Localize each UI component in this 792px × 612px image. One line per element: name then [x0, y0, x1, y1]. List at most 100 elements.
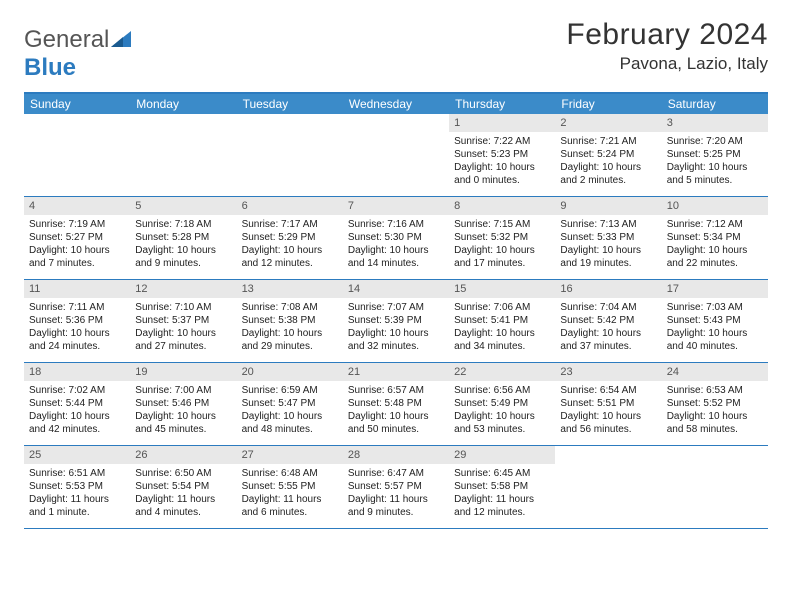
daylight-text: Daylight: 10 hours and 40 minutes. [667, 327, 763, 353]
day-body: Sunrise: 7:04 AMSunset: 5:42 PMDaylight:… [555, 298, 661, 358]
week-row: 11Sunrise: 7:11 AMSunset: 5:36 PMDayligh… [24, 280, 768, 363]
day-number: 8 [449, 197, 555, 215]
day-number: 25 [24, 446, 130, 464]
day-number: 18 [24, 363, 130, 381]
calendar-grid: Sunday Monday Tuesday Wednesday Thursday… [24, 92, 768, 529]
weeks-container: ....1Sunrise: 7:22 AMSunset: 5:23 PMDayl… [24, 114, 768, 529]
day-number: 15 [449, 280, 555, 298]
sunset-text: Sunset: 5:48 PM [348, 397, 444, 410]
sunset-text: Sunset: 5:25 PM [667, 148, 763, 161]
sunset-text: Sunset: 5:30 PM [348, 231, 444, 244]
day-body: Sunrise: 7:17 AMSunset: 5:29 PMDaylight:… [237, 215, 343, 275]
daylight-text: Daylight: 10 hours and 19 minutes. [560, 244, 656, 270]
day-body: Sunrise: 7:15 AMSunset: 5:32 PMDaylight:… [449, 215, 555, 275]
sunrise-text: Sunrise: 7:07 AM [348, 301, 444, 314]
day-body: Sunrise: 6:51 AMSunset: 5:53 PMDaylight:… [24, 464, 130, 524]
day-body: Sunrise: 6:50 AMSunset: 5:54 PMDaylight:… [130, 464, 236, 524]
daylight-text: Daylight: 10 hours and 14 minutes. [348, 244, 444, 270]
sunrise-text: Sunrise: 6:50 AM [135, 467, 231, 480]
sunset-text: Sunset: 5:29 PM [242, 231, 338, 244]
brand-logo: General Blue [24, 26, 131, 82]
day-cell: 11Sunrise: 7:11 AMSunset: 5:36 PMDayligh… [24, 280, 130, 362]
page-header: General Blue February 2024 Pavona, Lazio… [24, 18, 768, 82]
sunset-text: Sunset: 5:39 PM [348, 314, 444, 327]
sunset-text: Sunset: 5:38 PM [242, 314, 338, 327]
sunrise-text: Sunrise: 7:12 AM [667, 218, 763, 231]
sunset-text: Sunset: 5:47 PM [242, 397, 338, 410]
day-body: Sunrise: 7:13 AMSunset: 5:33 PMDaylight:… [555, 215, 661, 275]
day-body: Sunrise: 7:00 AMSunset: 5:46 PMDaylight:… [130, 381, 236, 441]
day-cell: 19Sunrise: 7:00 AMSunset: 5:46 PMDayligh… [130, 363, 236, 445]
day-cell-empty: . [237, 114, 343, 196]
daylight-text: Daylight: 10 hours and 53 minutes. [454, 410, 550, 436]
sunrise-text: Sunrise: 7:19 AM [29, 218, 125, 231]
day-number: 24 [662, 363, 768, 381]
day-body: Sunrise: 7:20 AMSunset: 5:25 PMDaylight:… [662, 132, 768, 192]
day-cell: 3Sunrise: 7:20 AMSunset: 5:25 PMDaylight… [662, 114, 768, 196]
day-body: Sunrise: 6:59 AMSunset: 5:47 PMDaylight:… [237, 381, 343, 441]
week-row: 25Sunrise: 6:51 AMSunset: 5:53 PMDayligh… [24, 446, 768, 529]
sunrise-text: Sunrise: 6:45 AM [454, 467, 550, 480]
sunrise-text: Sunrise: 7:20 AM [667, 135, 763, 148]
day-body: Sunrise: 7:11 AMSunset: 5:36 PMDaylight:… [24, 298, 130, 358]
day-number: 26 [130, 446, 236, 464]
sunrise-text: Sunrise: 7:18 AM [135, 218, 231, 231]
day-body: Sunrise: 6:57 AMSunset: 5:48 PMDaylight:… [343, 381, 449, 441]
daylight-text: Daylight: 10 hours and 32 minutes. [348, 327, 444, 353]
day-number: 27 [237, 446, 343, 464]
daylight-text: Daylight: 10 hours and 9 minutes. [135, 244, 231, 270]
day-number: 20 [237, 363, 343, 381]
sunset-text: Sunset: 5:58 PM [454, 480, 550, 493]
day-body: Sunrise: 6:53 AMSunset: 5:52 PMDaylight:… [662, 381, 768, 441]
title-block: February 2024 Pavona, Lazio, Italy [566, 18, 768, 74]
day-body: Sunrise: 6:47 AMSunset: 5:57 PMDaylight:… [343, 464, 449, 524]
daylight-text: Daylight: 11 hours and 9 minutes. [348, 493, 444, 519]
sunset-text: Sunset: 5:24 PM [560, 148, 656, 161]
sunset-text: Sunset: 5:44 PM [29, 397, 125, 410]
day-number: 22 [449, 363, 555, 381]
day-body: Sunrise: 7:21 AMSunset: 5:24 PMDaylight:… [555, 132, 661, 192]
brand-triangle-icon [111, 26, 131, 42]
sunset-text: Sunset: 5:51 PM [560, 397, 656, 410]
day-number: 16 [555, 280, 661, 298]
daylight-text: Daylight: 10 hours and 24 minutes. [29, 327, 125, 353]
day-cell: 10Sunrise: 7:12 AMSunset: 5:34 PMDayligh… [662, 197, 768, 279]
sunset-text: Sunset: 5:34 PM [667, 231, 763, 244]
week-row: 4Sunrise: 7:19 AMSunset: 5:27 PMDaylight… [24, 197, 768, 280]
day-body: Sunrise: 7:22 AMSunset: 5:23 PMDaylight:… [449, 132, 555, 192]
day-body: Sunrise: 7:18 AMSunset: 5:28 PMDaylight:… [130, 215, 236, 275]
day-of-week-header: Sunday Monday Tuesday Wednesday Thursday… [24, 94, 768, 114]
month-title: February 2024 [566, 18, 768, 52]
sunrise-text: Sunrise: 7:21 AM [560, 135, 656, 148]
day-number: 29 [449, 446, 555, 464]
sunrise-text: Sunrise: 6:57 AM [348, 384, 444, 397]
day-number: 10 [662, 197, 768, 215]
dow-wed: Wednesday [343, 94, 449, 114]
day-number: 11 [24, 280, 130, 298]
day-body: Sunrise: 7:06 AMSunset: 5:41 PMDaylight:… [449, 298, 555, 358]
daylight-text: Daylight: 10 hours and 2 minutes. [560, 161, 656, 187]
sunset-text: Sunset: 5:49 PM [454, 397, 550, 410]
sunrise-text: Sunrise: 7:08 AM [242, 301, 338, 314]
day-number: 2 [555, 114, 661, 132]
day-body: Sunrise: 6:48 AMSunset: 5:55 PMDaylight:… [237, 464, 343, 524]
day-cell: 22Sunrise: 6:56 AMSunset: 5:49 PMDayligh… [449, 363, 555, 445]
daylight-text: Daylight: 10 hours and 48 minutes. [242, 410, 338, 436]
sunrise-text: Sunrise: 7:00 AM [135, 384, 231, 397]
dow-tue: Tuesday [237, 94, 343, 114]
sunset-text: Sunset: 5:32 PM [454, 231, 550, 244]
dow-mon: Monday [130, 94, 236, 114]
day-body: Sunrise: 7:07 AMSunset: 5:39 PMDaylight:… [343, 298, 449, 358]
day-body: Sunrise: 7:10 AMSunset: 5:37 PMDaylight:… [130, 298, 236, 358]
day-cell: 14Sunrise: 7:07 AMSunset: 5:39 PMDayligh… [343, 280, 449, 362]
day-cell: 21Sunrise: 6:57 AMSunset: 5:48 PMDayligh… [343, 363, 449, 445]
day-cell: 18Sunrise: 7:02 AMSunset: 5:44 PMDayligh… [24, 363, 130, 445]
day-cell: 28Sunrise: 6:47 AMSunset: 5:57 PMDayligh… [343, 446, 449, 528]
day-cell: 29Sunrise: 6:45 AMSunset: 5:58 PMDayligh… [449, 446, 555, 528]
day-cell: 13Sunrise: 7:08 AMSunset: 5:38 PMDayligh… [237, 280, 343, 362]
daylight-text: Daylight: 10 hours and 29 minutes. [242, 327, 338, 353]
day-number: 23 [555, 363, 661, 381]
sunset-text: Sunset: 5:33 PM [560, 231, 656, 244]
sunset-text: Sunset: 5:53 PM [29, 480, 125, 493]
day-number: 19 [130, 363, 236, 381]
